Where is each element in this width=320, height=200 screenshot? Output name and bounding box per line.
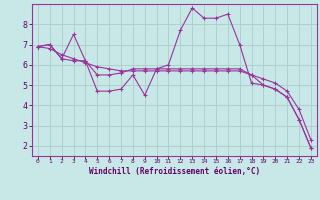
X-axis label: Windchill (Refroidissement éolien,°C): Windchill (Refroidissement éolien,°C): [89, 167, 260, 176]
